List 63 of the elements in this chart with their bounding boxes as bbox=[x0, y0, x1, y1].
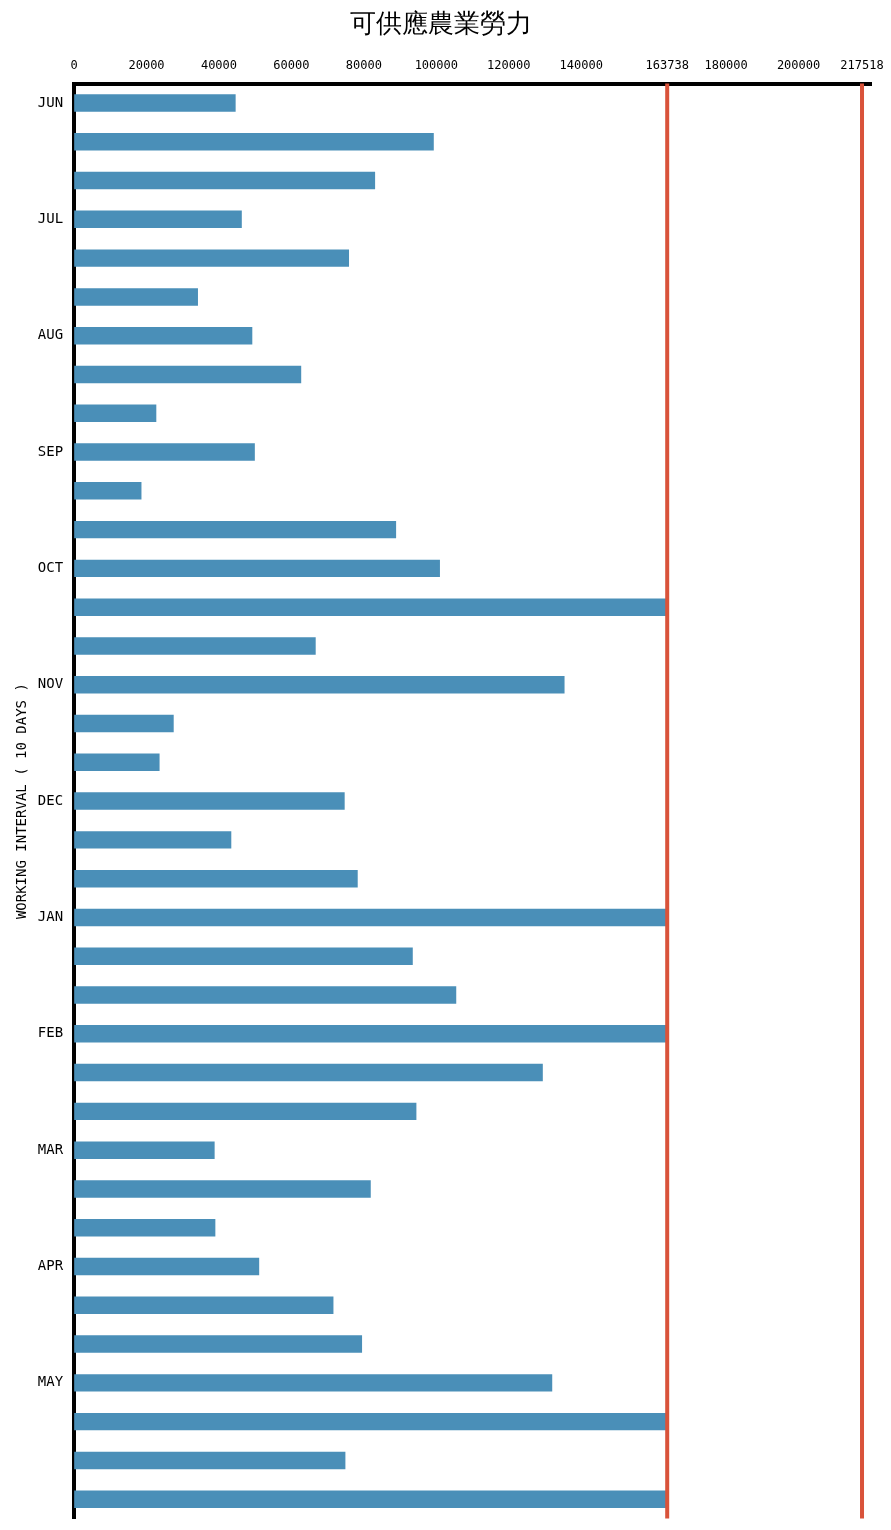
bar bbox=[74, 443, 255, 461]
bar bbox=[74, 288, 198, 306]
bar bbox=[74, 559, 440, 578]
bar bbox=[74, 986, 457, 1004]
bar bbox=[74, 869, 358, 888]
bar bbox=[74, 326, 253, 345]
bar bbox=[74, 1451, 346, 1470]
bar bbox=[74, 1335, 363, 1353]
x-tick-label: 40000 bbox=[200, 57, 238, 72]
bar bbox=[74, 133, 434, 151]
y-tick-label: APR bbox=[37, 1257, 64, 1274]
bar bbox=[74, 714, 174, 733]
x-tick-label: 217518 bbox=[840, 57, 884, 72]
bar bbox=[74, 249, 350, 267]
bar bbox=[74, 171, 376, 190]
x-tick-label: 163738 bbox=[645, 57, 689, 72]
bar bbox=[74, 1141, 215, 1159]
bar bbox=[74, 94, 236, 112]
bar bbox=[74, 1296, 334, 1315]
y-tick-label: OCT bbox=[37, 559, 64, 576]
x-tick-label: 0 bbox=[70, 57, 78, 72]
bar bbox=[74, 1063, 543, 1082]
x-tick-label: 120000 bbox=[487, 57, 531, 72]
bar bbox=[74, 908, 668, 927]
bar bbox=[74, 753, 160, 772]
x-tick-label: 200000 bbox=[776, 57, 821, 72]
y-tick-label: MAR bbox=[37, 1140, 64, 1157]
y-axis-title: WORKING INTERVAL ( 10 DAYS ) bbox=[13, 683, 30, 920]
chart-title: 可供應農業勞力 bbox=[349, 8, 532, 39]
bar bbox=[74, 637, 316, 655]
y-tick-label: NOV bbox=[37, 675, 64, 692]
bar bbox=[74, 1490, 668, 1508]
x-tick-label: 180000 bbox=[704, 57, 748, 72]
bar bbox=[74, 1412, 668, 1431]
bar bbox=[74, 1374, 553, 1392]
bar bbox=[74, 520, 397, 539]
bar bbox=[74, 1218, 216, 1237]
bar bbox=[74, 598, 668, 616]
y-tick-label: JAN bbox=[37, 908, 64, 925]
y-tick-label: MAY bbox=[37, 1373, 64, 1390]
bar bbox=[74, 365, 302, 384]
bar bbox=[74, 482, 142, 500]
y-tick-label: FEB bbox=[37, 1024, 64, 1041]
x-tick-label: 20000 bbox=[128, 57, 165, 72]
y-tick-label: JUL bbox=[37, 209, 64, 226]
x-tick-label: 140000 bbox=[559, 57, 603, 72]
bar bbox=[74, 1180, 371, 1198]
x-tick-label: 100000 bbox=[414, 57, 458, 72]
bar bbox=[74, 831, 232, 849]
x-tick-label: 60000 bbox=[273, 57, 310, 72]
bar bbox=[74, 1102, 417, 1121]
y-tick-label: AUG bbox=[37, 326, 64, 343]
y-tick-label: SEP bbox=[37, 442, 64, 459]
bar bbox=[74, 404, 157, 422]
bar bbox=[74, 676, 565, 694]
bar bbox=[74, 1025, 668, 1043]
bar bbox=[74, 792, 345, 810]
bar bbox=[74, 1257, 260, 1276]
bar bbox=[74, 210, 242, 229]
x-tick-label: 80000 bbox=[345, 57, 382, 72]
y-tick-label: DEC bbox=[37, 791, 64, 808]
bar bbox=[74, 947, 413, 965]
y-tick-label: JUN bbox=[37, 93, 64, 110]
